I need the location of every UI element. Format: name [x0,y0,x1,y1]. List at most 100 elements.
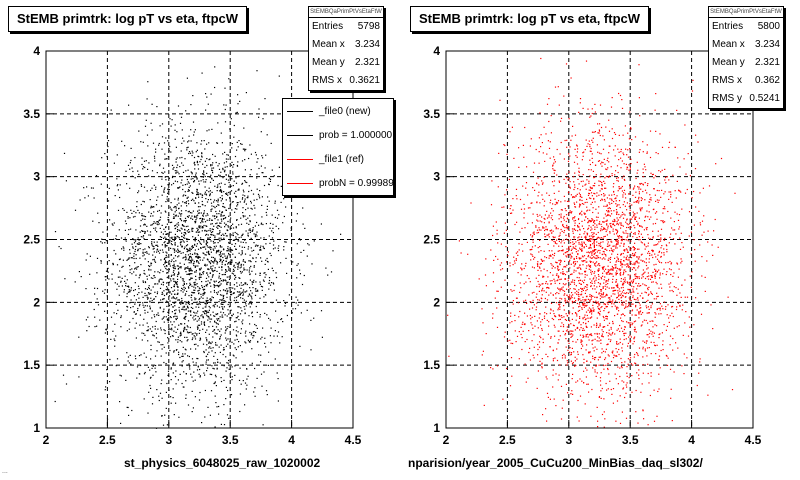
scatter-point [200,274,203,276]
scatter-point [630,305,632,307]
scatter-point [593,245,595,247]
scatter-point [663,206,666,208]
scatter-point [155,151,157,153]
scatter-point [211,167,213,169]
scatter-point [260,354,262,356]
scatter-point [242,233,244,235]
scatter-point [180,210,183,212]
scatter-point [241,143,243,145]
scatter-point [121,285,123,287]
scatter-point [615,307,618,309]
scatter-point [604,258,606,260]
scatter-point [585,325,587,327]
scatter-point [595,216,598,218]
scatter-point [340,233,342,235]
scatter-point [206,213,208,215]
scatter-point [699,358,701,360]
scatter-point [596,340,598,342]
scatter-point [271,237,274,239]
scatter-point [113,162,115,164]
scatter-point [243,299,245,301]
scatter-point [555,373,557,375]
scatter-point [542,414,544,416]
scatter-point [260,223,262,225]
scatter-point [219,290,221,292]
scatter-point [152,286,154,288]
scatter-point [128,286,130,288]
scatter-point [233,343,235,345]
scatter-point [158,144,160,146]
scatter-point [608,329,610,331]
scatter-point [565,210,567,212]
scatter-point [189,365,191,367]
scatter-point [236,232,238,235]
scatter-point [187,181,189,183]
scatter-point [701,220,704,222]
scatter-point [548,257,550,259]
scatter-point [603,303,605,305]
scatter-point [626,366,628,368]
scatter-point [205,304,207,306]
scatter-point [539,239,541,241]
scatter-point [235,238,237,240]
scatter-point [573,188,575,191]
scatter-point [228,249,230,251]
scatter-point [548,250,550,252]
scatter-point [199,206,201,208]
scatter-point [133,289,135,292]
scatter-point [208,253,210,255]
scatter-point [245,209,247,211]
scatter-point [177,222,179,224]
scatter-point [210,298,212,300]
scatter-point [174,238,176,240]
scatter-point [588,169,590,171]
scatter-point [229,151,231,153]
scatter-point [162,167,165,169]
scatter-point [134,250,136,253]
scatter-point [654,277,656,279]
scatter-point [136,266,138,268]
scatter-point [206,264,208,266]
scatter-point [207,268,209,270]
scatter-point [122,265,124,267]
scatter-point [187,339,189,341]
scatter-point [201,176,203,178]
scatter-point [251,296,253,298]
scatter-point [195,151,197,153]
scatter-point [194,332,196,334]
scatter-point [190,311,192,313]
scatter-point [265,346,267,348]
scatter-point [203,372,205,374]
scatter-point [159,219,161,221]
scatter-point [219,174,221,177]
scatter-point [226,166,228,168]
scatter-point [209,261,211,263]
scatter-point [221,274,223,276]
scatter-point [579,247,581,249]
scatter-point [551,280,553,282]
scatter-point [570,239,572,241]
scatter-point [263,247,265,250]
scatter-point [215,210,217,213]
scatter-point [125,240,127,242]
scatter-point [563,219,565,221]
scatter-point [156,314,158,316]
scatter-point [171,209,173,211]
scatter-point [197,303,199,306]
scatter-point [275,299,278,301]
scatter-point [141,230,143,232]
scatter-point [202,163,204,165]
scatter-point [199,329,201,331]
scatter-point [194,129,196,131]
scatter-point [238,341,240,343]
scatter-point [299,269,301,271]
scatter-point [265,259,267,261]
scatter-point [177,286,179,288]
legend-line-marker [287,182,313,184]
scatter-point [594,220,596,222]
scatter-point [197,210,199,212]
scatter-point [185,258,187,260]
scatter-point [170,367,172,369]
scatter-point [217,227,219,229]
scatter-point [218,318,220,320]
